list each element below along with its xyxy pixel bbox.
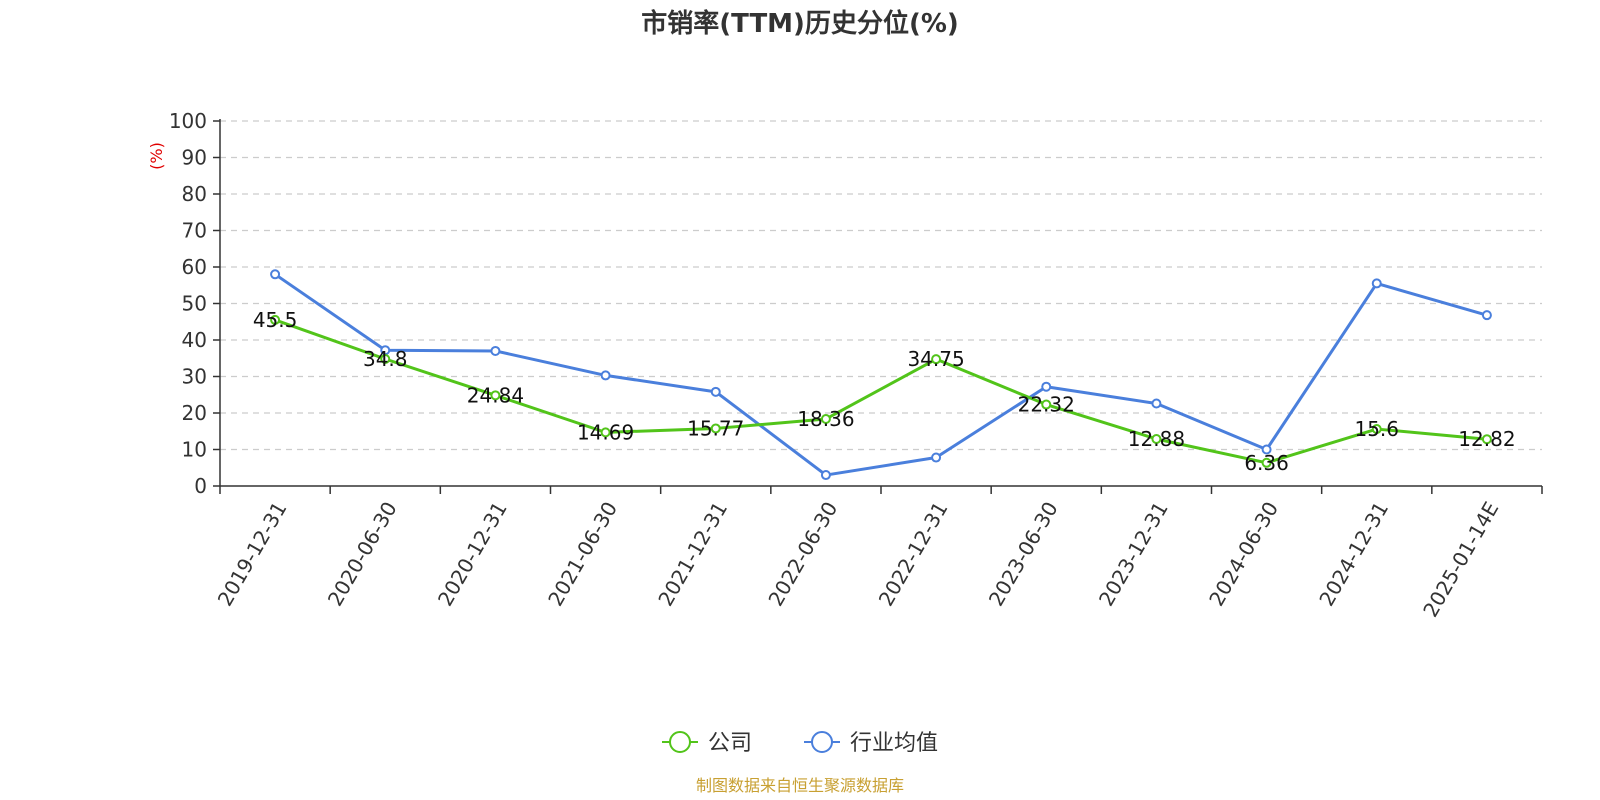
- series-1-point-10: [1371, 278, 1382, 289]
- data-label-9: 6.36: [1244, 451, 1289, 475]
- legend-marker-0: [669, 731, 691, 753]
- legend-label-1: 行业均值: [850, 731, 938, 756]
- x-tick-label-1: 2020-06-30: [323, 498, 402, 611]
- x-tick-label-9: 2024-06-30: [1204, 498, 1283, 611]
- series-1-point-4: [710, 386, 721, 397]
- x-tick-label-6: 2022-12-31: [874, 497, 953, 610]
- source-note: 制图数据来自恒生聚源数据库: [696, 776, 904, 795]
- y-tick-label-3: 30: [182, 365, 207, 389]
- y-tick-label-2: 20: [182, 401, 207, 425]
- data-label-4: 15.77: [687, 416, 744, 440]
- series-0-point-2: [490, 390, 501, 401]
- series-1-point-7: [1041, 381, 1052, 392]
- x-tick-label-3: 2021-06-30: [543, 498, 622, 611]
- data-label-0: 45.5: [253, 308, 298, 332]
- series-1-point-2: [490, 345, 501, 356]
- series-0-point-11: [1481, 434, 1492, 445]
- series-0-point-10: [1371, 424, 1382, 435]
- y-axis-label: (%): [147, 142, 166, 170]
- y-tick-label-4: 40: [182, 328, 207, 352]
- y-tick-label-8: 80: [182, 182, 207, 206]
- grid-lines: [220, 120, 1542, 451]
- data-label-11: 12.82: [1458, 427, 1515, 451]
- series-1-point-6: [931, 452, 942, 463]
- data-label-2: 24.84: [467, 383, 524, 407]
- x-tick-label-10: 2024-12-31: [1314, 498, 1393, 611]
- legend: 公司 行业均值: [662, 731, 938, 756]
- legend-label-0: 公司: [708, 731, 752, 756]
- series-line-0: [274, 318, 1488, 465]
- series-1-point-5: [820, 470, 831, 481]
- series-line-1: [274, 273, 1488, 477]
- series-0-point-0: [270, 314, 281, 325]
- series-0-point-3: [600, 427, 611, 438]
- data-label-6: 34.75: [907, 347, 964, 371]
- data-label-8: 12.88: [1128, 427, 1185, 451]
- series-group: [270, 269, 1492, 481]
- x-tick-label-2: 2020-12-31: [433, 497, 512, 610]
- data-label-1: 34.8: [363, 347, 408, 371]
- x-tick-label-0: 2019-12-31: [213, 498, 292, 611]
- legend-item-0[interactable]: 公司: [662, 731, 752, 756]
- y-tick-label-5: 50: [182, 292, 207, 316]
- series-0-point-5: [820, 413, 831, 424]
- x-tick-label-4: 2021-12-31: [653, 498, 732, 611]
- series-0-point-6: [931, 354, 942, 365]
- series-0-point-1: [380, 353, 391, 364]
- x-tick-label-7: 2023-06-30: [984, 498, 1063, 611]
- series-1-point-3: [600, 370, 611, 381]
- data-label-7: 22.32: [1018, 393, 1075, 417]
- y-tick-label-1: 10: [182, 438, 207, 462]
- data-label-10: 15.6: [1354, 417, 1399, 441]
- y-tick-label-6: 60: [182, 255, 207, 279]
- series-0-point-8: [1151, 433, 1162, 444]
- x-tick-label-8: 2023-12-31: [1094, 498, 1173, 611]
- chart-title: 市销率(TTM)历史分位(%): [641, 8, 959, 39]
- legend-item-1[interactable]: 行业均值: [804, 731, 938, 756]
- series-0-point-9: [1261, 457, 1272, 468]
- series-0-point-7: [1041, 399, 1052, 410]
- data-labels: 45.5 34.8 24.84 14.69 15.77 18.36 34.75 22.32 12…: [253, 308, 1516, 475]
- x-axis: 2019-12-31 2020-06-30 2020-12-31 2021-06-30…: [213, 485, 1543, 622]
- x-tick-label-11: 2025-01-14E: [1418, 498, 1503, 622]
- series-1-point-0: [270, 269, 281, 280]
- series-1-point-8: [1151, 398, 1162, 409]
- data-label-5: 18.36: [797, 407, 854, 431]
- x-tick-label-5: 2022-06-30: [763, 498, 842, 611]
- y-tick-label-10: 100: [169, 109, 207, 133]
- y-tick-label-7: 70: [182, 219, 207, 243]
- legend-marker-1: [811, 731, 833, 753]
- y-tick-label-9: 90: [182, 146, 207, 170]
- y-axis: 0 10 20 30 40 50 60 70 80 90 100: [169, 109, 221, 498]
- series-1-point-11: [1481, 310, 1492, 321]
- series-1-point-9: [1261, 444, 1272, 455]
- series-0-point-4: [710, 423, 721, 434]
- y-tick-label-0: 0: [194, 474, 207, 498]
- data-label-3: 14.69: [577, 420, 634, 444]
